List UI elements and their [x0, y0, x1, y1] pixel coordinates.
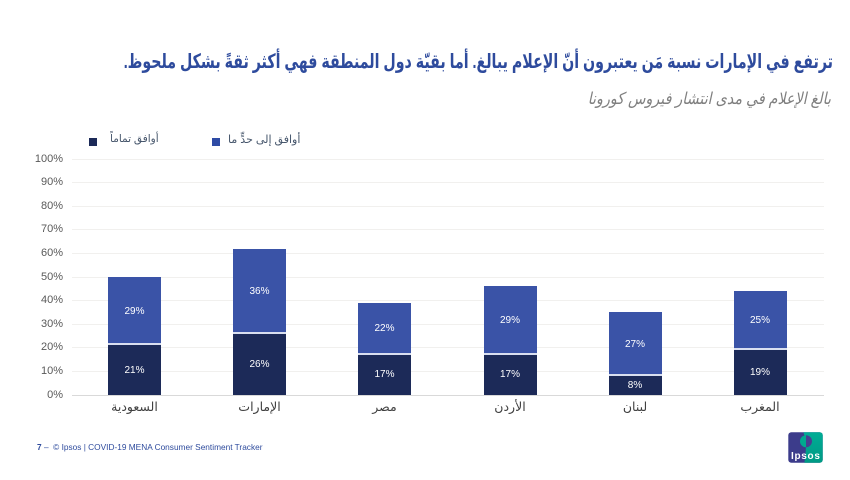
svg-text:Ipsos: Ipsos [791, 451, 821, 462]
